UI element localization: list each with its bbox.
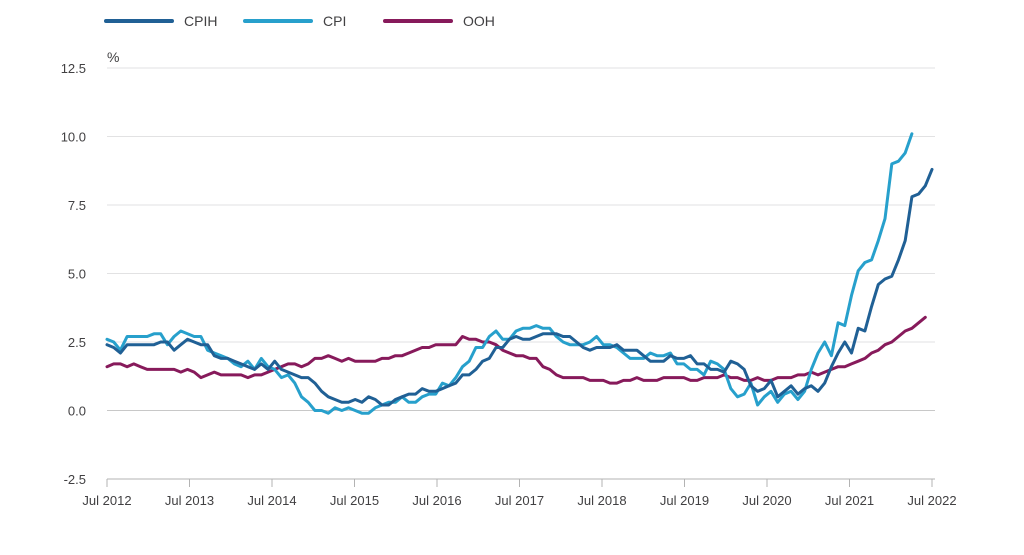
x-tick-label: Jul 2019 bbox=[660, 493, 709, 508]
y-tick-label: 12.5 bbox=[61, 61, 86, 76]
y-tick-label: 10.0 bbox=[61, 130, 86, 145]
x-tick-label: Jul 2013 bbox=[165, 493, 214, 508]
series-line-ooh bbox=[105, 315, 927, 385]
y-tick-label: 7.5 bbox=[68, 198, 86, 213]
y-tick-label: 2.5 bbox=[68, 335, 86, 350]
legend: CPIH CPI OOH bbox=[104, 13, 495, 29]
x-tick-label: Jul 2012 bbox=[82, 493, 131, 508]
x-tick-label: Jul 2015 bbox=[330, 493, 379, 508]
legend-label-cpi: CPI bbox=[323, 13, 346, 29]
legend-label-cpih: CPIH bbox=[184, 13, 217, 29]
x-tick-label: Jul 2017 bbox=[495, 493, 544, 508]
x-tick-label: Jul 2016 bbox=[412, 493, 461, 508]
x-axis: Jul 2012 Jul 2013 Jul 2014 Jul 2015 Jul 2016… bbox=[82, 478, 957, 508]
y-axis-unit-label: % bbox=[107, 49, 119, 65]
x-tick-label: Jul 2018 bbox=[577, 493, 626, 508]
x-tick-label: Jul 2021 bbox=[825, 493, 874, 508]
legend-label-ooh: OOH bbox=[463, 13, 495, 29]
y-tick-label: 0.0 bbox=[68, 404, 86, 419]
plot-area bbox=[105, 132, 934, 415]
y-axis: 12.5 10.0 7.5 5.0 2.5 0.0 -2.5 bbox=[61, 61, 86, 487]
y-tick-label: -2.5 bbox=[64, 472, 86, 487]
x-tick-label: Jul 2022 bbox=[907, 493, 956, 508]
y-tick-label: 5.0 bbox=[68, 267, 86, 282]
gridlines bbox=[107, 67, 935, 480]
x-tick-label: Jul 2020 bbox=[742, 493, 791, 508]
series-line-cpih bbox=[105, 167, 934, 407]
x-tick-label: Jul 2014 bbox=[247, 493, 296, 508]
